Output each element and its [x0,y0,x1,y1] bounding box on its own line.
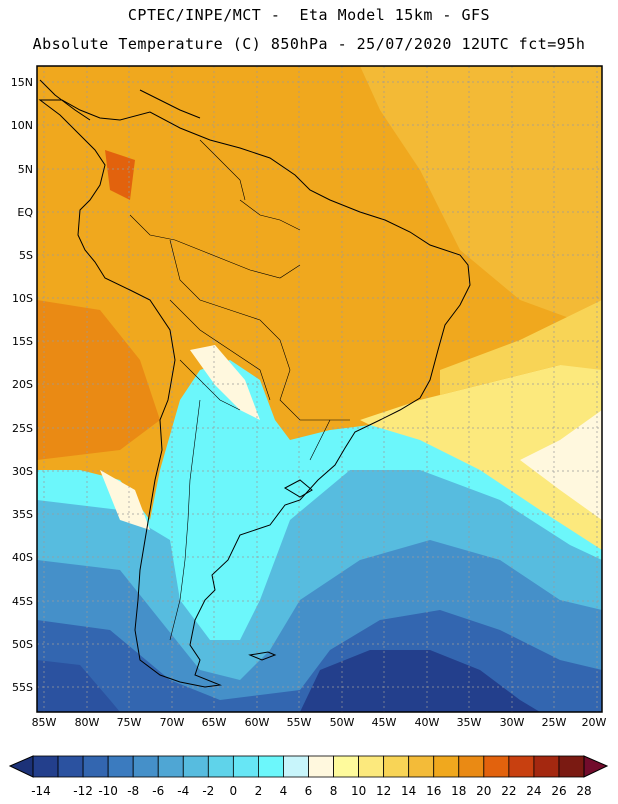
colorbar-label: 18 [451,784,466,798]
lon-label: 45W [372,716,397,729]
colorbar-label: 16 [426,784,441,798]
longitude-labels: 85W 80W 75W 70W 65W 60W 55W 50W 45W 40W … [32,716,607,729]
colorbar-swatch [32,755,59,778]
colorbar-label: 20 [476,784,491,798]
lon-label: 50W [330,716,355,729]
lat-label: 10S [12,292,33,305]
colorbar-swatch [132,755,159,778]
colorbar-label: -12 [73,784,93,798]
colorbar-swatch [383,755,410,778]
colorbar-over-arrow [583,755,609,778]
colorbar-label: 4 [280,784,288,798]
lon-label: 60W [245,716,270,729]
lat-label: 45S [12,595,33,608]
map-title-line-2: Absolute Temperature (C) 850hPa - 25/07/… [32,35,586,53]
temperature-colorbar: -14 -12 -10 -8 -6 -4 -2 0 2 4 6 8 10 12 14 16 18 20 22 24 26… [0,750,618,800]
colorbar-label: 12 [376,784,391,798]
lat-label: 15S [12,335,33,348]
colorbar-swatch [107,755,134,778]
lat-label: 30S [12,465,33,478]
latitude-labels: 15N 10N 5N EQ 5S 10S 15S 20S 25S 30S 35S… [11,76,34,694]
colorbar-label: -10 [98,784,118,798]
lat-label: 5N [18,163,33,176]
colorbar-label: -2 [202,784,214,798]
lon-label: 85W [32,716,57,729]
colorbar-label: 6 [305,784,313,798]
colorbar-swatches [32,755,585,778]
colorbar-swatch [333,755,359,778]
colorbar-label: -8 [127,784,139,798]
colorbar-label: 24 [526,784,541,798]
colorbar-label: 28 [576,784,591,798]
colorbar-label: 14 [401,784,416,798]
colorbar-swatch [82,755,109,778]
colorbar-label: 8 [330,784,338,798]
lat-label: EQ [17,206,33,219]
colorbar-swatch [558,755,585,778]
colorbar-swatch [57,755,84,778]
lat-label: 40S [12,551,33,564]
lon-label: 40W [415,716,440,729]
temperature-map: 15N 10N 5N EQ 5S 10S 15S 20S 25S 30S 35S… [0,60,618,750]
lon-label: 20W [582,716,607,729]
lat-label: 5S [19,249,33,262]
lon-label: 35W [457,716,482,729]
colorbar-swatch [232,755,259,778]
graticule [37,66,602,712]
colorbar-label: -14 [31,784,51,798]
colorbar-swatch [483,755,510,778]
colorbar-labels: -14 -12 -10 -8 -6 -4 -2 0 2 4 6 8 10 12 14 16 18 20 22 24 26… [31,784,591,798]
lat-label: 50S [12,638,33,651]
colorbar-swatch [283,755,309,778]
lon-label: 30W [500,716,525,729]
colorbar-label: -4 [177,784,189,798]
lat-label: 35S [12,508,33,521]
country-borders [129,139,350,641]
lat-label: 55S [12,681,33,694]
colorbar-swatch [358,755,385,778]
colorbar-swatch [508,755,535,778]
colorbar-swatch [433,755,460,778]
colorbar-swatch [458,755,485,778]
map-frame [36,65,603,713]
colorbar-label: 22 [501,784,516,798]
colorbar-swatch [408,755,435,778]
lon-label: 65W [202,716,227,729]
lat-label: 25S [12,422,33,435]
colorbar-label: 2 [255,784,263,798]
lon-label: 80W [75,716,100,729]
colorbar-label: 10 [351,784,366,798]
lon-label: 70W [160,716,185,729]
lat-label: 20S [12,378,33,391]
lat-label: 15N [11,76,33,89]
lon-label: 75W [117,716,142,729]
colorbar-under-arrow [8,755,34,778]
colorbar-swatch [157,755,184,778]
colorbar-swatch [533,755,560,778]
colorbar-label: 0 [230,784,238,798]
lat-label: 10N [11,119,33,132]
temperature-field [37,66,602,712]
map-title-line-1: CPTEC/INPE/MCT - Eta Model 15km - GFS [127,6,491,24]
colorbar-swatch [207,755,234,778]
lon-label: 25W [542,716,567,729]
coastlines [38,79,471,688]
colorbar-swatch [258,755,284,778]
lon-label: 55W [287,716,312,729]
colorbar-swatch [308,755,334,778]
colorbar-label: -6 [152,784,164,798]
colorbar-label: 26 [551,784,566,798]
colorbar-swatch [182,755,209,778]
